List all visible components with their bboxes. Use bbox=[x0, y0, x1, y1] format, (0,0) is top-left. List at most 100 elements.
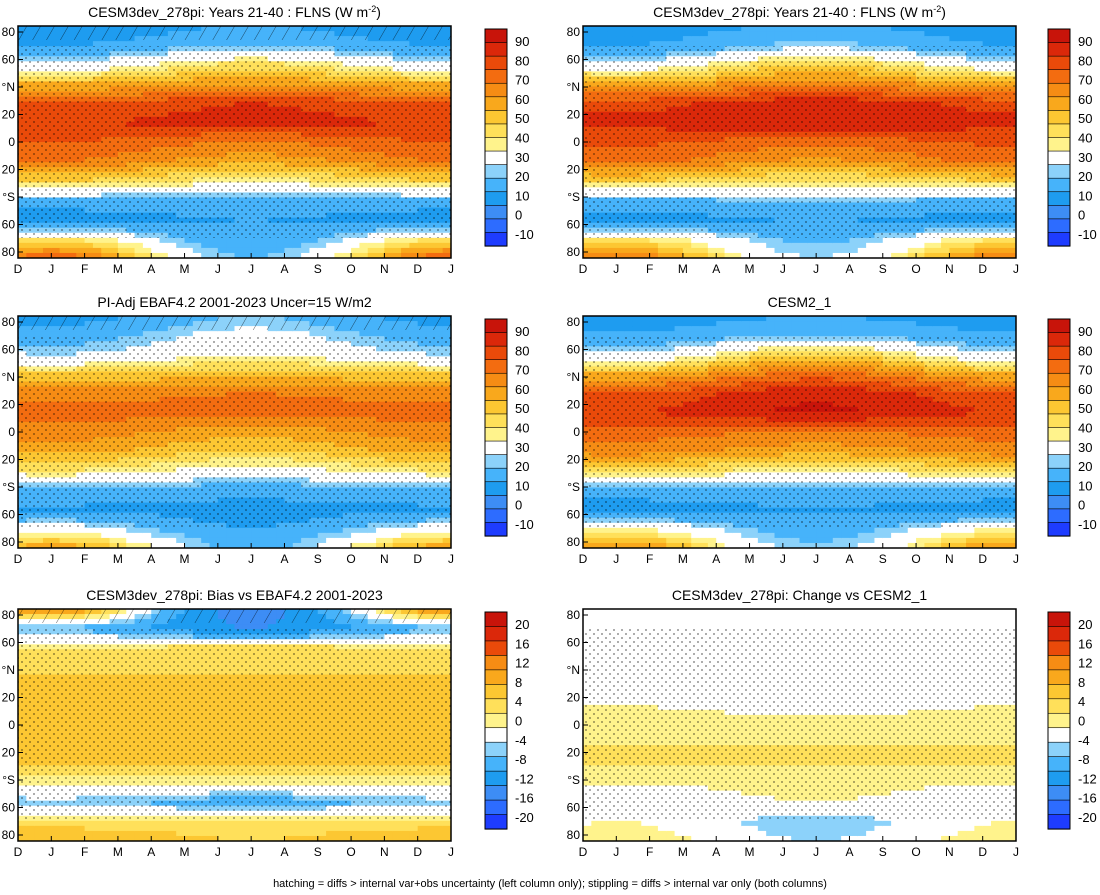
heatmap-cell bbox=[657, 242, 667, 249]
heatmap-cell bbox=[292, 247, 302, 254]
y-tick-label: °S bbox=[567, 190, 580, 204]
heatmap-cell bbox=[757, 36, 767, 42]
heatmap-cell bbox=[982, 41, 992, 47]
heatmap-cell bbox=[276, 237, 286, 244]
colorbar-label: 50 bbox=[515, 111, 529, 126]
heatmap-cell bbox=[716, 31, 726, 37]
heatmap-cell bbox=[359, 247, 369, 254]
heatmap-cell bbox=[301, 247, 311, 254]
heatmap-cell bbox=[359, 242, 369, 249]
heatmap-cell bbox=[201, 41, 211, 47]
heatmap-cell bbox=[916, 41, 926, 47]
heatmap-cell bbox=[966, 31, 975, 37]
heatmap-cell bbox=[109, 247, 119, 254]
heatmap-cell bbox=[18, 242, 27, 249]
colorbar-label: 0 bbox=[1078, 208, 1085, 223]
heatmap-cell bbox=[932, 252, 942, 258]
heatmap-cell bbox=[18, 41, 27, 47]
x-tick-label: D bbox=[14, 262, 23, 276]
heatmap-cell bbox=[201, 237, 211, 244]
heatmap-cell bbox=[309, 237, 319, 244]
colorbar-swatch bbox=[484, 96, 508, 111]
colorbar-swatch bbox=[1047, 110, 1071, 125]
heatmap-cell bbox=[59, 237, 69, 244]
heatmap-cell bbox=[766, 237, 776, 244]
heatmap-cell bbox=[607, 237, 617, 244]
figure-canvas: CESM3dev_278pi: Years 21-40 : FLNS (W m-… bbox=[2, 4, 1097, 859]
heatmap-cell bbox=[857, 252, 867, 258]
heatmap-cell bbox=[949, 36, 959, 42]
heatmap-cell bbox=[874, 36, 884, 42]
heatmap-cell bbox=[616, 31, 626, 37]
heatmap-cell bbox=[84, 237, 94, 244]
heatmap-cell bbox=[832, 26, 842, 32]
heatmap-cell bbox=[666, 36, 676, 42]
heatmap-cell bbox=[176, 247, 186, 254]
heatmap-cell bbox=[632, 36, 642, 42]
heatmap-cell bbox=[866, 26, 876, 32]
heatmap-cell bbox=[791, 242, 801, 249]
heatmap-cell bbox=[841, 252, 851, 258]
heatmap-cell bbox=[117, 237, 127, 244]
heatmap-cell bbox=[242, 242, 252, 249]
heatmap-cell bbox=[234, 252, 244, 258]
heatmap-cell bbox=[76, 242, 86, 249]
heatmap-cell bbox=[234, 242, 244, 249]
colorbar-label: 90 bbox=[1078, 34, 1092, 49]
chart-panel-3: PI-Adj EBAF4.2 2001-2023 Uncer=15 W/m280… bbox=[2, 294, 534, 566]
heatmap-cell bbox=[616, 237, 626, 244]
heatmap-cell bbox=[126, 247, 136, 254]
heatmap-cell bbox=[916, 242, 926, 249]
heatmap-cell bbox=[916, 36, 926, 42]
heatmap-cell bbox=[757, 41, 767, 47]
heatmap-cell bbox=[599, 237, 609, 244]
heatmap-cell bbox=[716, 247, 726, 254]
heatmap-cell bbox=[632, 41, 642, 47]
heatmap-cell bbox=[326, 242, 336, 249]
heatmap-cell bbox=[691, 36, 701, 42]
heatmap-cell bbox=[409, 242, 419, 249]
heatmap-cell bbox=[151, 237, 161, 244]
heatmap-cell bbox=[359, 41, 369, 47]
heatmap-cell bbox=[242, 247, 252, 254]
colorbar-frame bbox=[484, 28, 508, 247]
heatmap-cell bbox=[384, 252, 394, 258]
x-tick-label: J bbox=[780, 262, 786, 276]
heatmap-cell bbox=[242, 41, 252, 47]
colorbar-swatch bbox=[1047, 191, 1071, 206]
heatmap-cell bbox=[716, 242, 726, 249]
heatmap-cell bbox=[67, 237, 77, 244]
heatmap-cell bbox=[982, 237, 992, 244]
heatmap-cell bbox=[117, 242, 127, 249]
colorbar-label: 20 bbox=[1078, 169, 1092, 184]
heatmap-cell bbox=[367, 237, 377, 244]
heatmap-cell bbox=[641, 242, 651, 249]
x-tick-label: F bbox=[81, 262, 88, 276]
heatmap-cell bbox=[51, 41, 61, 47]
heatmap-cell bbox=[92, 237, 102, 244]
heatmap-cell bbox=[682, 36, 692, 42]
heatmap-cell bbox=[607, 31, 617, 37]
heatmap-cell bbox=[649, 252, 659, 258]
heatmap-cell bbox=[816, 26, 826, 32]
heatmap-cell bbox=[791, 237, 801, 244]
colorbar-swatch bbox=[1047, 137, 1071, 152]
heatmap-cell bbox=[999, 242, 1009, 249]
heatmap-cell bbox=[1007, 242, 1016, 249]
heatmap-cell bbox=[691, 26, 701, 32]
heatmap-cell bbox=[824, 41, 834, 47]
heatmap-cell bbox=[716, 252, 726, 258]
heatmap-cell bbox=[42, 41, 52, 47]
heatmap-cell bbox=[167, 41, 177, 47]
heatmap-cell bbox=[749, 26, 759, 32]
stippling-overlay bbox=[18, 46, 451, 238]
heatmap-cell bbox=[899, 242, 909, 249]
heatmap-cell bbox=[376, 252, 385, 258]
heatmap-cell bbox=[409, 237, 419, 244]
heatmap-cell bbox=[101, 247, 111, 254]
heatmap-cell bbox=[866, 252, 876, 258]
y-tick-label: 20 bbox=[567, 163, 581, 177]
heatmap-cell bbox=[757, 242, 767, 249]
heatmap-cell bbox=[807, 237, 817, 244]
